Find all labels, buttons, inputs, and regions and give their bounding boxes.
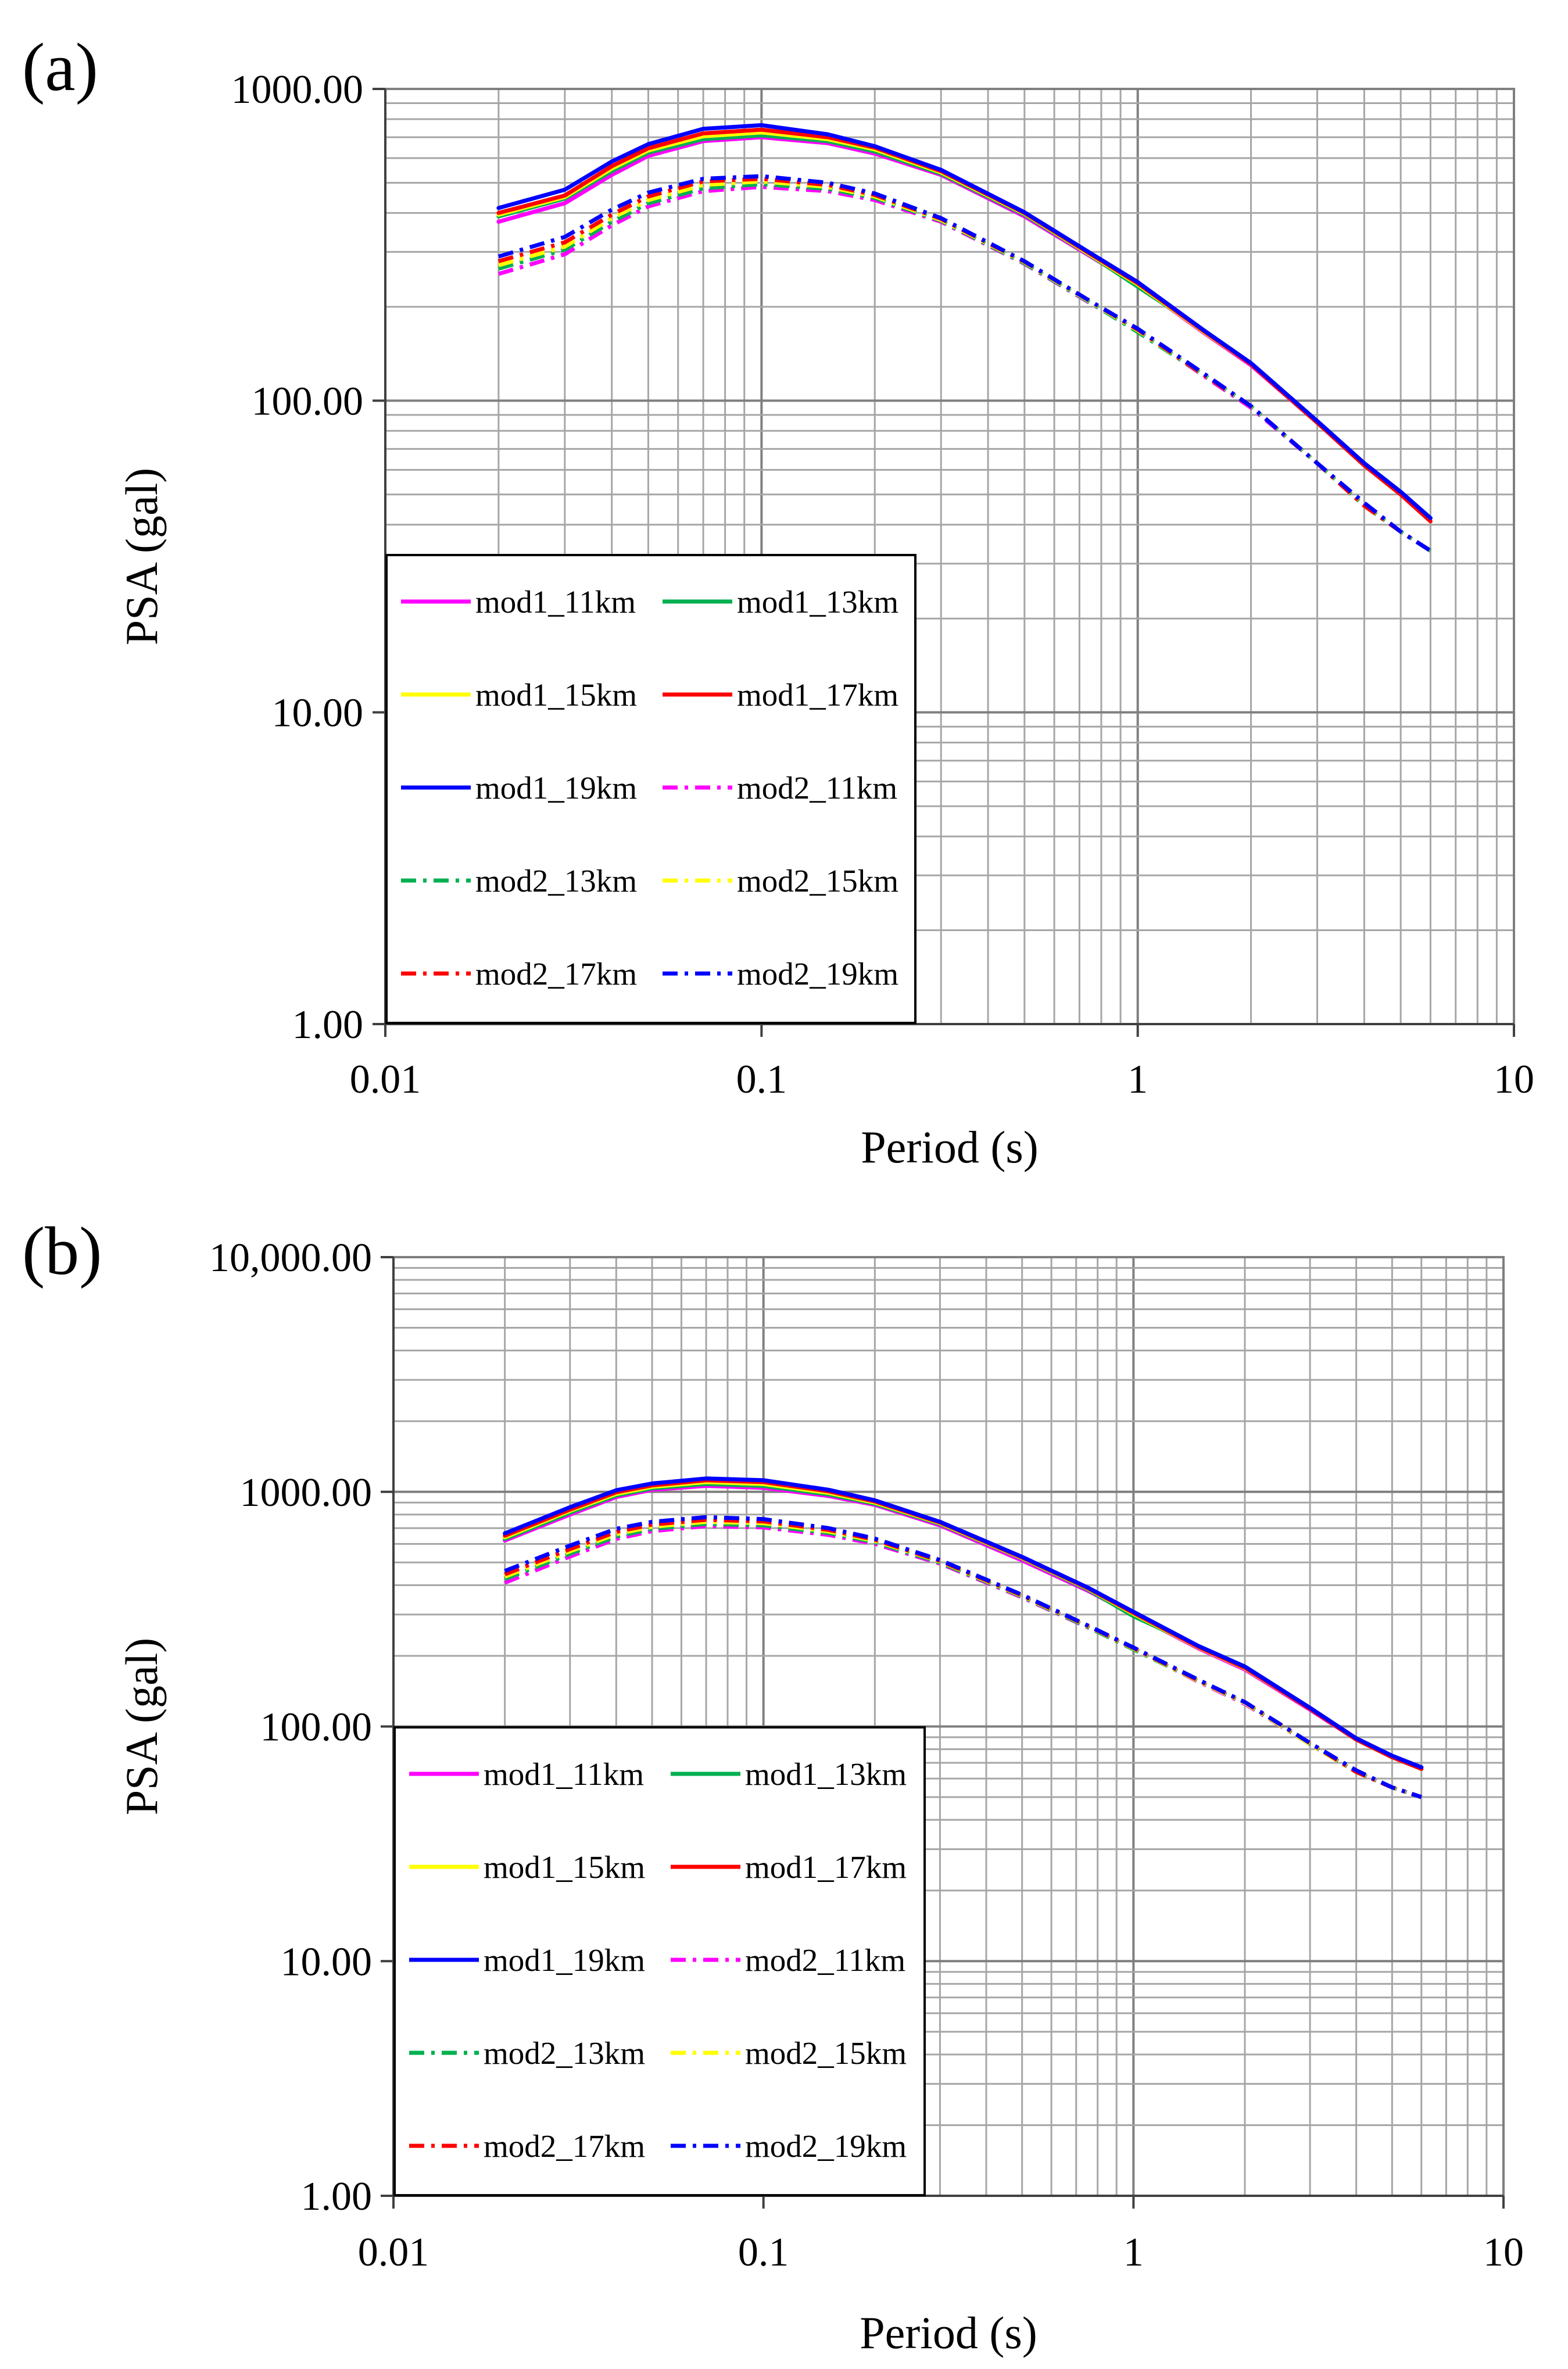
x-tick-label-a: 10 (1494, 1057, 1534, 1102)
series-lines-a (496, 123, 1433, 553)
legend-label-mod1_11km: mod1_11km (484, 1756, 644, 1792)
series-line-mod2_19km (504, 1515, 1422, 1799)
series-line-mod1_19km (503, 1476, 1424, 1770)
legend-label-mod1_17km: mod1_17km (737, 677, 898, 713)
series-lines-b (503, 1476, 1424, 1799)
legend-label-mod2_11km: mod2_11km (737, 770, 897, 806)
legend-label-mod2_11km: mod2_11km (745, 1942, 905, 1978)
y-axis-title-a: PSA (gal) (116, 468, 167, 646)
chart-a: 1.00 10.00 100.00 1000.00 0.01 0.1 1 10 Period (… (116, 67, 1534, 1172)
x-tick-label-a: 0.01 (350, 1057, 421, 1102)
y-tick-label-b: 1.00 (301, 2174, 373, 2219)
x-tick-label-b: 1 (1123, 2230, 1144, 2275)
y-tick-label-a: 100.00 (252, 379, 364, 424)
legend-label-mod1_19km: mod1_19km (484, 1942, 645, 1978)
legend-label-mod2_15km: mod2_15km (745, 2035, 907, 2071)
legend-box-b (393, 1726, 926, 2196)
x-tick-label-b: 0.01 (358, 2230, 429, 2275)
legend-label-mod2_17km: mod2_17km (484, 2128, 645, 2164)
chart-b: 1.00 10.00 100.00 1000.00 10,000.00 0.01 0.1 1 1… (116, 1236, 1524, 2358)
series-line-mod1_19km (496, 123, 1433, 520)
series-line-mod2_19km (497, 174, 1432, 553)
legend-label-mod2_13km: mod2_13km (475, 863, 637, 899)
x-axis-title-a: Period (s) (861, 1122, 1038, 1172)
panel-label-b: (b) (22, 1213, 102, 1289)
y-axis-title-b: PSA (gal) (116, 1638, 167, 1816)
y-tick-label-a: 1.00 (292, 1003, 364, 1047)
legend-label-mod1_15km: mod1_15km (484, 1849, 645, 1885)
legend-b: mod1_11km mod1_13km mod1_15km mod1_17km mod1… (393, 1726, 926, 2196)
legend-a: mod1_11km mod1_13km mod1_15km mod1_17km mod1… (385, 554, 917, 1024)
legend-label-mod2_19km: mod2_19km (745, 2128, 907, 2164)
x-tick-label-b: 10 (1483, 2230, 1524, 2275)
x-tick-label-b: 0.1 (738, 2230, 789, 2275)
y-tick-label-a: 10.00 (272, 691, 364, 736)
legend-label-mod2_19km: mod2_19km (737, 956, 898, 992)
legend-label-mod1_15km: mod1_15km (475, 677, 637, 713)
legend-label-mod2_15km: mod2_15km (737, 863, 898, 899)
y-tick-label-b: 10.00 (281, 1939, 373, 1984)
y-tick-label-b: 100.00 (260, 1705, 373, 1750)
y-tick-label-b: 1000.00 (240, 1470, 373, 1515)
y-tick-label-a: 1000.00 (231, 67, 364, 112)
legend-label-mod2_13km: mod2_13km (484, 2035, 645, 2071)
legend-box-a (385, 554, 917, 1024)
x-axis-title-b: Period (s) (860, 2307, 1037, 2358)
legend-label-mod1_17km: mod1_17km (745, 1849, 907, 1885)
panel-label-a: (a) (22, 29, 98, 105)
y-tick-label-b: 10,000.00 (209, 1236, 372, 1280)
x-tick-label-a: 0.1 (736, 1057, 787, 1102)
legend-label-mod1_13km: mod1_13km (737, 584, 898, 620)
legend-label-mod1_13km: mod1_13km (745, 1756, 907, 1792)
legend-label-mod2_17km: mod2_17km (475, 956, 637, 992)
legend-label-mod1_11km: mod1_11km (475, 584, 636, 620)
legend-label-mod1_19km: mod1_19km (475, 770, 637, 806)
x-tick-label-a: 1 (1127, 1057, 1148, 1102)
